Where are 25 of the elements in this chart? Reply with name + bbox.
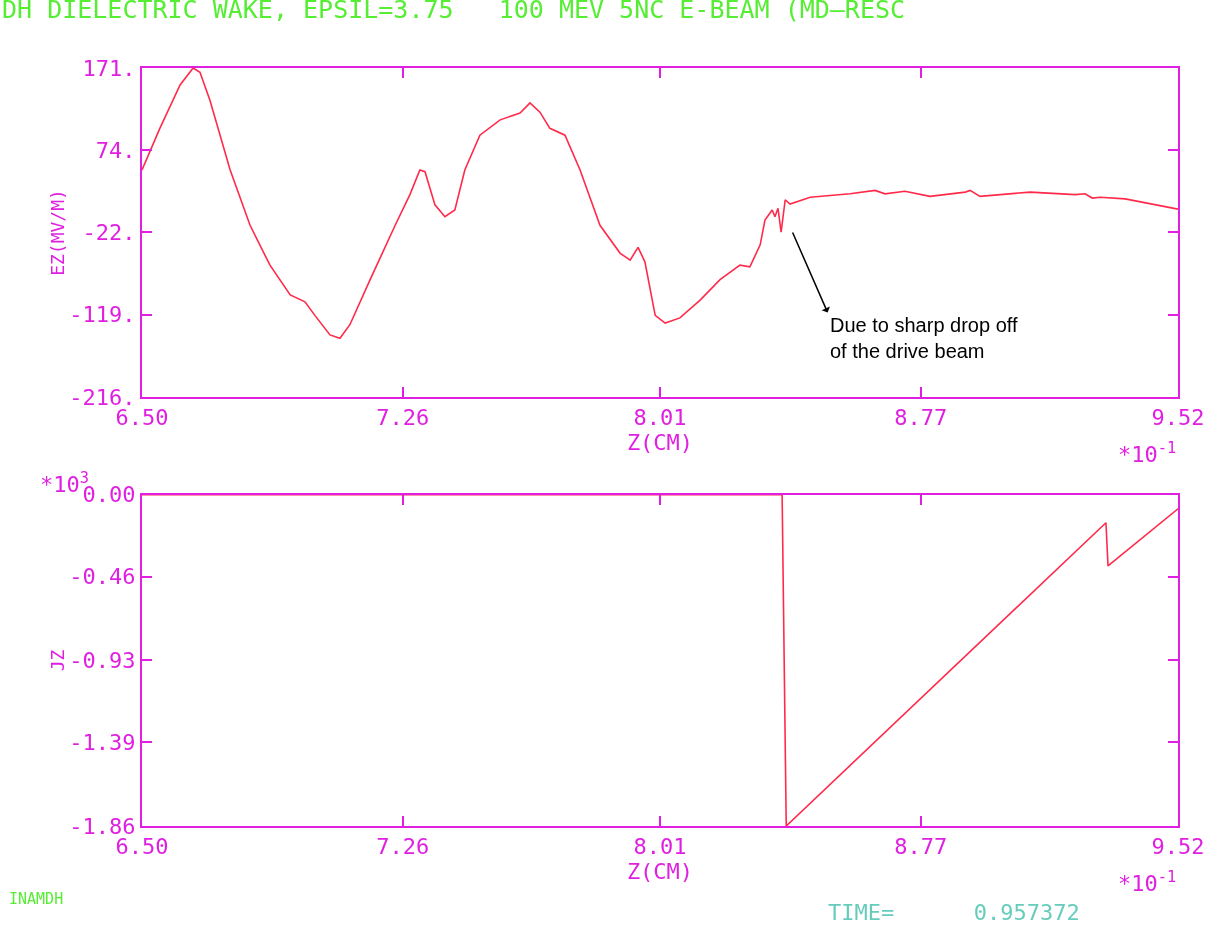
y-tick-label: -1.39 — [69, 729, 136, 755]
text: *10$^{-1}$ — [1118, 868, 1177, 897]
text: INAMDH — [9, 890, 64, 908]
x-axis-title: Z(CM) — [626, 430, 694, 456]
x-tick-label: 7.26 — [376, 405, 430, 431]
y-axis-title: JZ — [47, 649, 69, 672]
x-tick-label: 9.52 — [1151, 834, 1205, 860]
text: *10$^{-1}$ — [1118, 439, 1177, 468]
y-tick-label: -119. — [69, 302, 136, 328]
x-axis-title: Z(CM) — [626, 859, 694, 885]
x-tick-label: 7.26 — [376, 834, 430, 860]
text: TIME= 0.957372 — [828, 900, 1080, 925]
annotation: Due to sharp drop off of the drive beam — [830, 314, 1018, 362]
x-tick-label: 8.77 — [894, 834, 948, 860]
line-series — [142, 68, 1178, 340]
y-tick-label: -0.46 — [69, 564, 136, 590]
x-tick-label: 8.01 — [633, 405, 687, 431]
y-tick-label: -22. — [82, 219, 136, 245]
x-tick-label: 9.52 — [1151, 405, 1205, 431]
x-tick-label: 8.01 — [633, 834, 687, 860]
y-tick-label: -0.93 — [69, 648, 136, 674]
y-tick-label: 74. — [95, 138, 136, 164]
y-tick-label: 171. — [82, 55, 136, 81]
y-axis-title: EZ(MV/M) — [47, 189, 69, 276]
x-tick-label: 8.77 — [894, 405, 948, 431]
